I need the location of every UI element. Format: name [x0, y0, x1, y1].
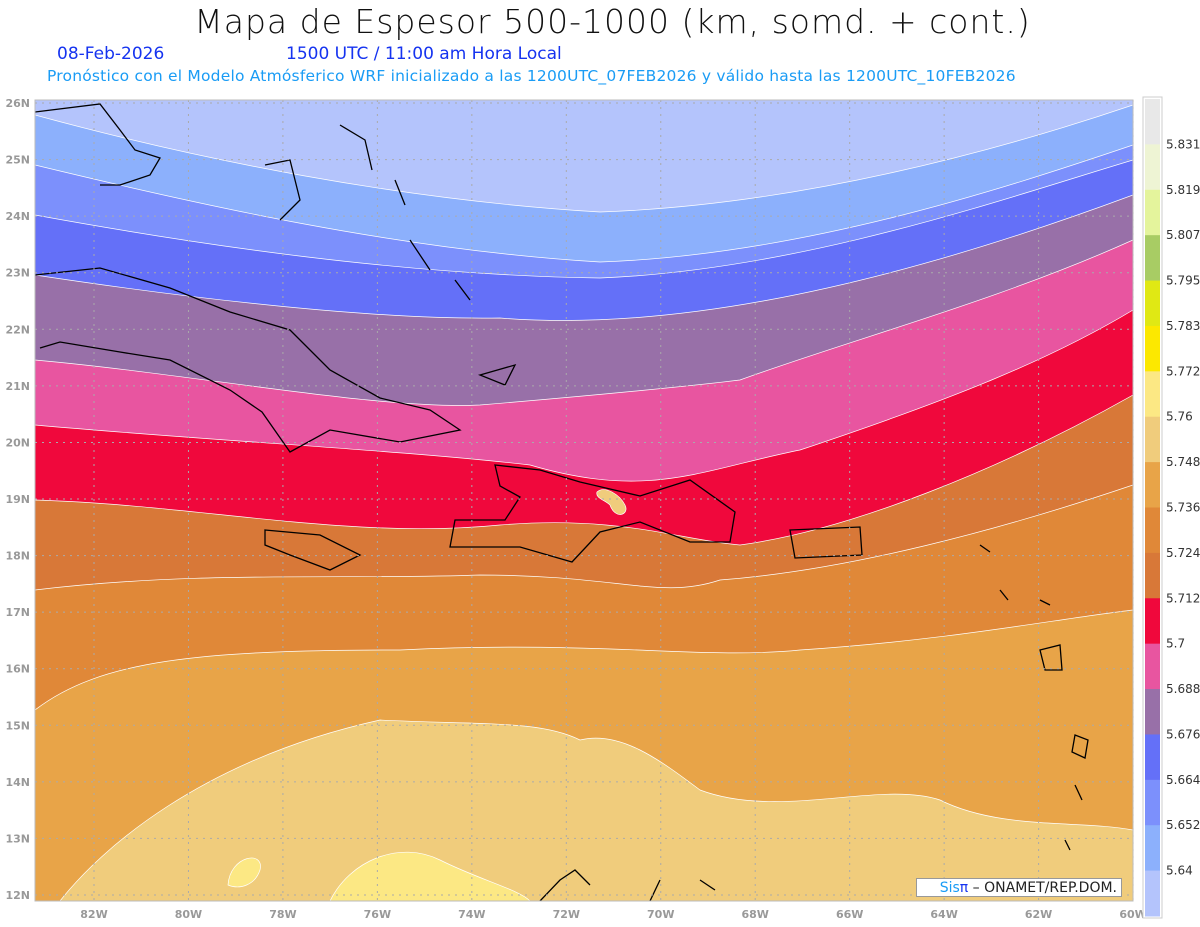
colorbar-swatch — [1145, 416, 1160, 463]
credit-pi: π — [959, 880, 969, 896]
lon-label: 62W — [1025, 908, 1052, 921]
puerto-rico-coast — [789, 526, 863, 559]
colorbar-label: 5.795 — [1166, 274, 1200, 288]
colorbar-swatch — [1145, 144, 1160, 191]
lat-label: 16N — [5, 663, 30, 676]
colorbar-swatch — [1145, 325, 1160, 372]
south-america-coast — [539, 869, 716, 901]
model-subtitle: Pronóstico con el Modelo Atmósferico WRF… — [47, 67, 1016, 85]
lat-label: 15N — [5, 719, 30, 732]
colorbar-label: 5.772 — [1166, 364, 1200, 378]
lon-label: 82W — [80, 908, 107, 921]
colorbar-label: 5.783 — [1166, 319, 1200, 333]
lon-label: 74W — [458, 908, 485, 921]
band-5.748-spot — [596, 489, 627, 515]
lat-label: 12N — [5, 889, 30, 902]
colorbar-swatch — [1145, 371, 1160, 418]
lon-label: 70W — [647, 908, 674, 921]
bahamas-coast — [264, 124, 517, 386]
colorbar-label: 5.736 — [1166, 501, 1200, 515]
lon-label: 68W — [741, 908, 768, 921]
colorbar-swatch — [1145, 598, 1160, 645]
colorbar-label: 5.664 — [1166, 773, 1200, 787]
longitude-labels: 82W 80W 78W 76W 74W 72W 70W 68W 66W 64W 62W 60W — [80, 908, 1147, 921]
thickness-bands — [35, 100, 1133, 901]
colorbar-swatch — [1145, 552, 1160, 599]
hispaniola-coast — [449, 464, 736, 563]
lat-label: 20N — [5, 436, 30, 449]
colorbar-swatch — [1145, 689, 1160, 735]
lat-label: 18N — [5, 550, 30, 563]
colorbar-swatch — [1145, 99, 1160, 145]
colorbar-swatch — [1145, 280, 1160, 327]
lon-label: 60W — [1119, 908, 1146, 921]
credit-box: Sisπ – ONAMET/REP.DOM. — [916, 878, 1122, 897]
colorbar-swatch — [1145, 825, 1160, 872]
lat-label: 13N — [5, 832, 30, 845]
colorbar-label: 5.652 — [1166, 818, 1200, 832]
colorbar-swatch — [1145, 870, 1160, 917]
colorbar-swatch — [1145, 734, 1160, 781]
lat-label: 19N — [5, 493, 30, 506]
colorbar-label: 5.76 — [1166, 410, 1193, 424]
credit-onamet: – ONAMET/REP.DOM. — [968, 880, 1117, 896]
graticule — [35, 100, 1134, 901]
map-frame — [34, 99, 1134, 902]
colorbar-swatch — [1145, 643, 1160, 690]
lon-label: 78W — [269, 908, 296, 921]
latitude-labels: 26N 25N 24N 23N 22N 21N 20N 19N 18N 17N 16N 15N 14N 1… — [5, 97, 30, 902]
lon-label: 80W — [175, 908, 202, 921]
colorbar-label: 5.748 — [1166, 455, 1200, 469]
colorbar-label: 5.807 — [1166, 228, 1200, 242]
lon-label: 76W — [364, 908, 391, 921]
lat-label: 21N — [5, 380, 30, 393]
lon-label: 64W — [930, 908, 957, 921]
lon-label: 72W — [553, 908, 580, 921]
map-title: Mapa de Espesor 500-1000 (km, somd. + co… — [194, 2, 1031, 41]
credit-sis: Sis — [939, 880, 960, 896]
colorbar-label: 5.819 — [1166, 183, 1200, 197]
colorbar-label: 5.676 — [1166, 727, 1200, 741]
forecast-date: 08-Feb-2026 — [57, 44, 165, 64]
lat-label: 25N — [5, 154, 30, 167]
forecast-time: 1500 UTC / 11:00 am Hora Local — [286, 44, 562, 64]
colorbar-swatch — [1145, 462, 1160, 508]
colorbar-label: 5.688 — [1166, 682, 1200, 696]
lon-label: 66W — [836, 908, 863, 921]
lat-label: 22N — [5, 323, 30, 336]
jamaica-coast — [264, 529, 362, 571]
colorbar-label: 5.712 — [1166, 591, 1200, 605]
band-5.76 — [59, 719, 1133, 901]
band-5.772 — [227, 851, 531, 901]
florida-coast — [35, 103, 161, 186]
lat-label: 23N — [5, 267, 30, 280]
colorbar-label: 5.7 — [1166, 637, 1185, 651]
colorbar: 5.831 5.819 5.807 5.795 5.783 5.772 5.76 5.748 5… — [1142, 96, 1200, 919]
lat-label: 17N — [5, 606, 30, 619]
lat-label: 24N — [5, 210, 30, 223]
colorbar-label: 5.724 — [1166, 546, 1200, 560]
colorbar-swatch — [1145, 235, 1160, 282]
lat-label: 26N — [5, 97, 30, 110]
lesser-antilles-coast — [979, 544, 1089, 851]
lat-label: 14N — [5, 776, 30, 789]
colorbar-label: 5.64 — [1166, 864, 1193, 878]
colorbar-swatch — [1145, 189, 1160, 236]
colorbar-swatch — [1145, 507, 1160, 554]
colorbar-swatch — [1145, 779, 1160, 826]
coastlines — [35, 103, 1089, 901]
colorbar-label: 5.831 — [1166, 137, 1200, 151]
cuba-coast — [35, 267, 462, 453]
